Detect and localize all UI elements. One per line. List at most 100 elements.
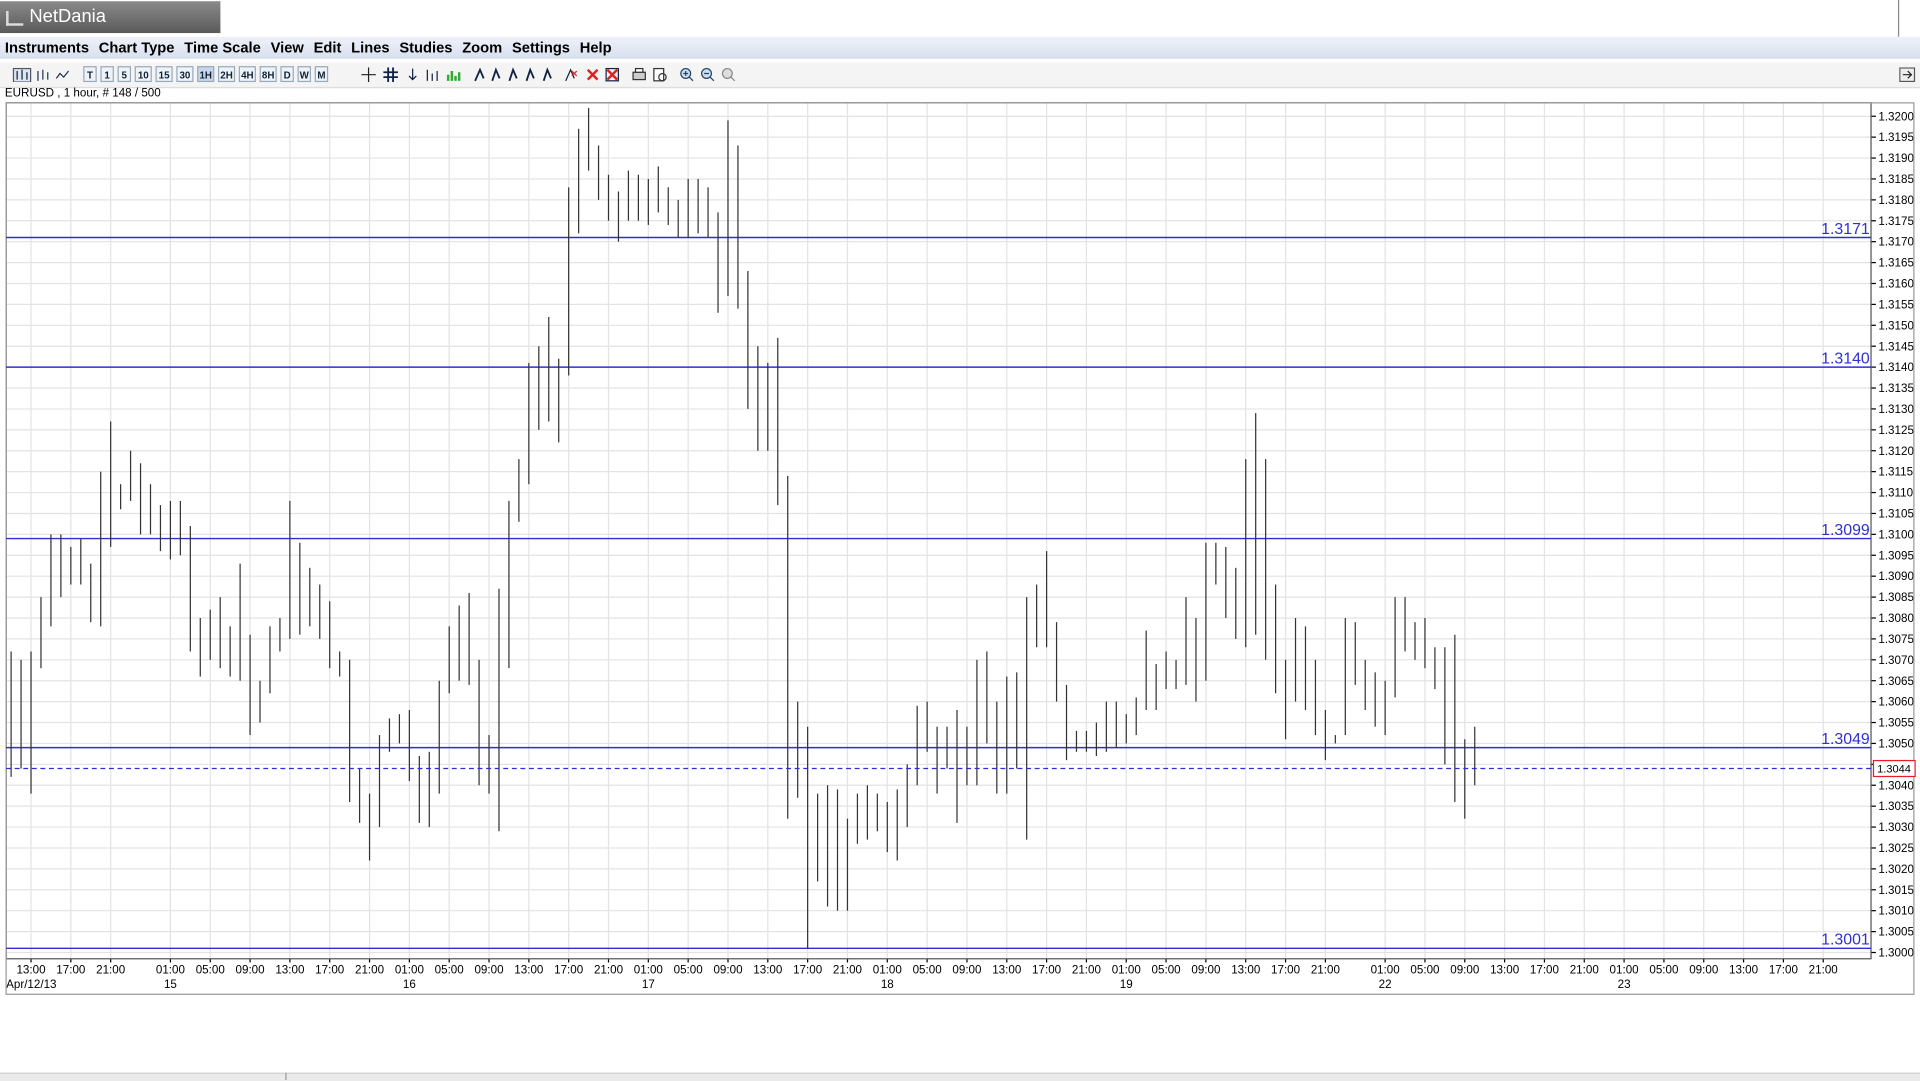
y-tick-label: 1.3085 — [1878, 591, 1914, 604]
x-tick-label: 13:00 — [16, 963, 46, 976]
crosshair-icon[interactable] — [361, 67, 376, 83]
x-tick-label: 09:00 — [1450, 963, 1480, 976]
x-tick-label: 21:00 — [594, 963, 624, 976]
plot-area — [6, 102, 1872, 959]
y-tick-label: 1.3150 — [1878, 319, 1914, 332]
x-tick-label: 13:00 — [992, 963, 1022, 976]
y-tick-label: 1.3000 — [1878, 947, 1914, 960]
level-label: 1.3001 — [1821, 932, 1870, 949]
timescale-button[interactable]: 15 — [155, 66, 173, 83]
volume-icon[interactable] — [446, 67, 464, 82]
menu-item[interactable]: Lines — [351, 39, 390, 57]
x-tick-label: 13:00 — [1231, 963, 1261, 976]
x-tick-label: 09:00 — [713, 963, 743, 976]
line-icon[interactable] — [55, 67, 70, 82]
zoom-reset-icon[interactable] — [721, 67, 736, 82]
menu-item[interactable]: View — [270, 39, 304, 57]
y-tick-label: 1.3030 — [1878, 821, 1914, 834]
delete-icon[interactable] — [585, 67, 600, 82]
x-tick-label: 21:00 — [1072, 963, 1102, 976]
bar-icon[interactable] — [36, 67, 51, 82]
timescale-button[interactable]: 10 — [134, 66, 152, 83]
x-tick-label: 21:00 — [355, 963, 385, 976]
x-tick-label: 17:00 — [1032, 963, 1062, 976]
level-label: 1.3049 — [1821, 731, 1870, 748]
x-tick-label: 17:00 — [56, 963, 86, 976]
chart-type-icon[interactable] — [12, 67, 32, 83]
x-tick-label: 09:00 — [952, 963, 982, 976]
x-tick-label: 05:00 — [913, 963, 943, 976]
x-tick-label: 05:00 — [196, 963, 226, 976]
menu-item[interactable]: Instruments — [4, 39, 90, 57]
y-tick-label: 1.3160 — [1878, 278, 1914, 291]
timescale-button[interactable]: D — [280, 66, 294, 83]
timescale-button[interactable]: 2H — [217, 66, 236, 83]
x-tick-label: 13:00 — [753, 963, 783, 976]
y-tick-label: 1.3180 — [1878, 194, 1914, 207]
panel-toggle[interactable] — [1899, 67, 1916, 83]
menu-item[interactable]: Time Scale — [184, 39, 261, 57]
drawing-tools[interactable] — [473, 67, 559, 82]
y-tick-label: 1.3100 — [1878, 528, 1914, 541]
level-label: 1.3140 — [1821, 350, 1870, 367]
y-tick-label: 1.3020 — [1878, 863, 1914, 876]
y-tick-label: 1.3110 — [1878, 487, 1913, 500]
timescale-button[interactable]: 1H — [197, 66, 215, 83]
x-tick-label: 05:00 — [435, 963, 465, 976]
y-tick-label: 1.3035 — [1878, 800, 1914, 813]
timescale-button[interactable]: 30 — [176, 66, 194, 83]
x-date-label: Apr/12/13 — [6, 978, 56, 991]
delete-all-icon[interactable] — [605, 67, 620, 82]
x-tick-label: 05:00 — [1410, 963, 1440, 976]
y-tick-label: 1.3135 — [1878, 382, 1914, 395]
delete-line-icon[interactable] — [563, 67, 578, 82]
x-tick-label: 09:00 — [474, 963, 504, 976]
y-tick-label: 1.3145 — [1878, 340, 1914, 353]
y-tick-label: 1.3125 — [1878, 424, 1914, 437]
last-price-label: 1.3044 — [1877, 764, 1911, 776]
x-date-label: 19 — [1120, 978, 1133, 991]
timescale-button[interactable]: M — [314, 66, 329, 83]
menu-item[interactable]: Help — [579, 39, 612, 57]
study-icon[interactable] — [425, 67, 440, 82]
timescale-button[interactable]: 8H — [259, 66, 277, 83]
x-date-label: 23 — [1618, 978, 1631, 991]
y-tick-label: 1.3050 — [1878, 737, 1914, 750]
preview-icon[interactable] — [653, 67, 668, 82]
y-tick-label: 1.3170 — [1878, 236, 1914, 249]
x-tick-label: 21:00 — [1809, 963, 1839, 976]
x-tick-label: 01:00 — [1112, 963, 1142, 976]
zoom-in-icon[interactable] — [680, 67, 695, 82]
menu-item[interactable]: Studies — [399, 39, 453, 57]
y-tick-label: 1.3175 — [1878, 215, 1914, 228]
status-bar — [0, 1072, 1920, 1081]
grid-icon[interactable] — [383, 67, 398, 83]
x-tick-label: 21:00 — [1570, 963, 1600, 976]
y-tick-label: 1.3115 — [1878, 466, 1913, 479]
x-tick-label: 17:00 — [793, 963, 823, 976]
y-tick-label: 1.3140 — [1878, 361, 1914, 374]
timescale-button[interactable]: 1 — [100, 66, 114, 83]
timescale-button[interactable]: W — [297, 66, 312, 83]
arrow-icon[interactable] — [405, 67, 420, 82]
menu-item[interactable]: Settings — [512, 39, 570, 57]
timescale-button[interactable]: 4H — [238, 66, 256, 83]
menu-item[interactable]: Edit — [313, 39, 342, 57]
x-tick-label: 01:00 — [395, 963, 425, 976]
x-tick-label: 21:00 — [1311, 963, 1341, 976]
zoom-out-icon[interactable] — [700, 67, 715, 82]
y-tick-label: 1.3120 — [1878, 445, 1914, 458]
menu-item[interactable]: Zoom — [462, 39, 503, 57]
menu-item[interactable]: Chart Type — [98, 39, 175, 57]
print-icon[interactable] — [632, 67, 647, 82]
timescale-button[interactable]: 5 — [117, 66, 132, 83]
y-tick-label: 1.3075 — [1878, 633, 1914, 646]
x-tick-label: 01:00 — [156, 963, 186, 976]
timescale-button[interactable]: T — [83, 66, 97, 83]
x-tick-label: 01:00 — [1610, 963, 1640, 976]
y-tick-label: 1.3025 — [1878, 842, 1914, 855]
y-tick-label: 1.3130 — [1878, 403, 1914, 416]
